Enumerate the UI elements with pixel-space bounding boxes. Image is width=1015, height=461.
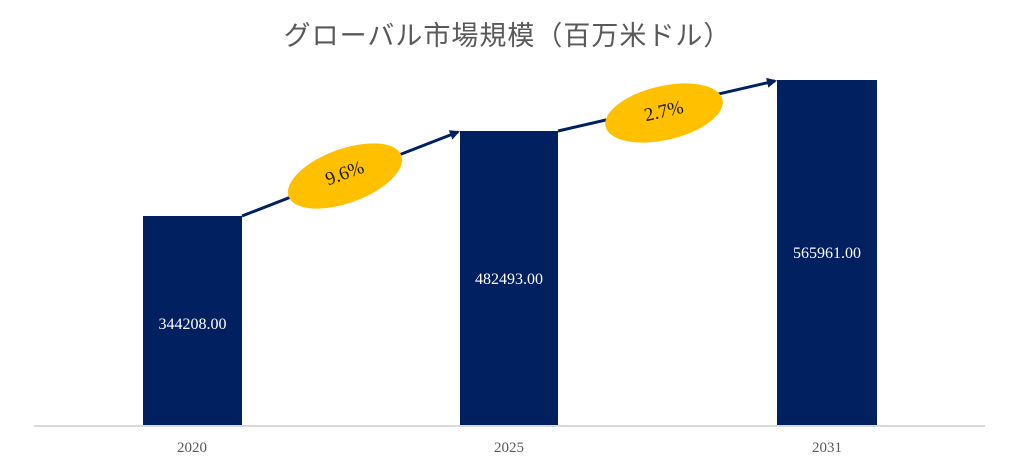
bar-value-2025: 482493.00 (475, 271, 543, 288)
bar-value-2020: 344208.00 (158, 316, 227, 333)
cagr-badge-2 (605, 83, 723, 143)
x-axis-line (34, 425, 985, 427)
chart-title: グローバル市場規模（百万米ドル） (283, 21, 732, 51)
bar-value-2031: 565961.00 (793, 245, 861, 262)
bar-2020: 344208.00 (143, 216, 242, 426)
bar-2025: 482493.00 (460, 131, 558, 426)
x-tick-2025: 2025 (494, 440, 524, 456)
x-tick-2020: 2020 (177, 440, 207, 456)
x-tick-2031: 2031 (812, 440, 842, 456)
bar-2031: 565961.00 (777, 80, 877, 426)
cagr-badge-1 (287, 143, 403, 209)
